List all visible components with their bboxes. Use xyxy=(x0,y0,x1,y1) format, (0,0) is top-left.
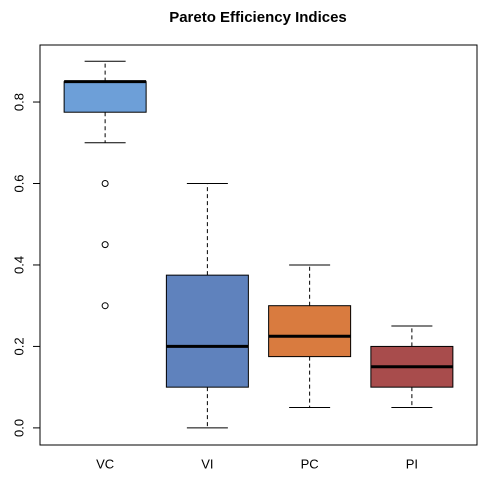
x-tick-label: PC xyxy=(301,456,319,471)
y-tick-label: 0.8 xyxy=(11,93,26,111)
outlier xyxy=(101,302,109,310)
y-tick-label: 0.4 xyxy=(11,256,26,274)
x-tick-label: PI xyxy=(406,456,418,471)
box xyxy=(268,305,352,358)
y-tick-label: 0.6 xyxy=(11,174,26,192)
chart-title: Pareto Efficiency Indices xyxy=(169,9,347,26)
box xyxy=(165,274,249,388)
x-tick-label: VI xyxy=(201,456,213,471)
outlier xyxy=(101,179,109,187)
outlier xyxy=(101,241,109,249)
x-tick-label: VC xyxy=(96,456,114,471)
y-tick-label: 0.2 xyxy=(11,337,26,355)
y-tick-label: 0.0 xyxy=(11,419,26,437)
box xyxy=(63,81,147,113)
plot-frame xyxy=(39,44,478,446)
